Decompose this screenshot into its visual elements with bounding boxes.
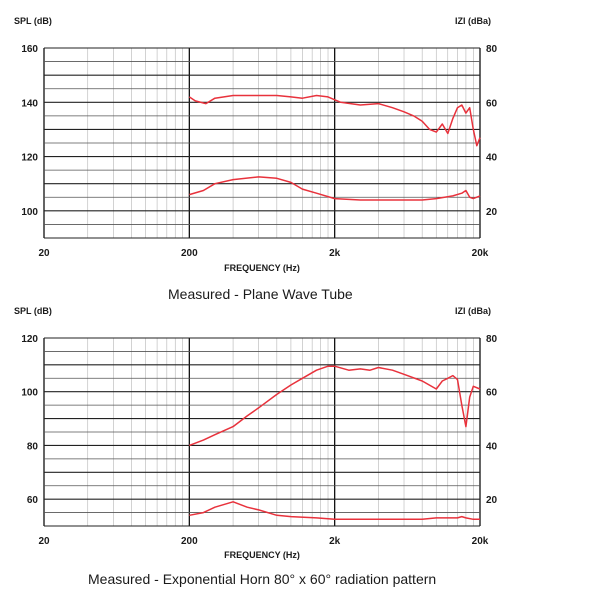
- x-tick-label: 20k: [472, 536, 489, 547]
- y-tick-label-right: 80: [486, 44, 498, 55]
- y-tick-label-left: 80: [27, 441, 39, 452]
- exponential-horn-chart: SPL (dB) IZI (dBa) 20 200 2k 20k 120 100 80 60…: [14, 306, 498, 587]
- plot-grid: [43, 337, 481, 527]
- x-tick-labels: 20 200 2k 20k: [38, 248, 488, 259]
- plot-grid: [43, 47, 481, 239]
- impedance-curve: [189, 501, 480, 521]
- y-tick-label-left: 60: [27, 495, 39, 506]
- x-tick-label: 20: [38, 536, 50, 547]
- y-tick-label-left: 100: [21, 388, 38, 399]
- x-tick-label: 20k: [472, 248, 489, 259]
- y-axis-left-title: SPL (dB): [14, 306, 52, 316]
- y-tick-labels-right: 80 60 40 20: [486, 44, 498, 218]
- y-tick-label-right: 40: [486, 153, 498, 164]
- y-tick-labels-left: 120 100 80 60: [21, 334, 38, 506]
- plane-wave-tube-chart: SPL (dB) IZI (dBa) 20 200 2k 20k 1601401201…: [14, 16, 498, 302]
- y-tick-label-left: 160: [21, 44, 38, 55]
- y-axis-right-title: IZI (dBa): [455, 306, 491, 316]
- x-tick-label: 2k: [329, 248, 341, 259]
- x-axis-title: FREQUENCY (Hz): [224, 550, 300, 560]
- y-tick-label-left: 120: [21, 334, 38, 345]
- y-tick-label-right: 20: [486, 495, 498, 506]
- y-tick-label-right: 20: [486, 207, 498, 218]
- impedance-curve: [189, 176, 481, 201]
- y-tick-label-left: 100: [21, 207, 38, 218]
- y-tick-label-left: 120: [21, 153, 38, 164]
- y-tick-label-right: 60: [486, 388, 498, 399]
- x-axis-title: FREQUENCY (Hz): [224, 263, 300, 273]
- x-tick-label: 2k: [329, 536, 341, 547]
- x-tick-label: 20: [38, 248, 50, 259]
- chart-caption: Measured - Plane Wave Tube: [168, 286, 353, 302]
- spl-curve: [189, 365, 481, 447]
- y-tick-labels-left: 160 140 120 100: [21, 44, 38, 218]
- y-tick-label-right: 60: [486, 98, 498, 109]
- x-tick-label: 200: [181, 536, 198, 547]
- y-axis-left-title: SPL (dB): [14, 16, 52, 26]
- x-tick-labels: 20 200 2k 20k: [38, 536, 488, 547]
- y-axis-right-title: IZI (dBa): [455, 16, 491, 26]
- y-tick-label-right: 40: [486, 441, 498, 452]
- y-tick-label-left: 140: [21, 98, 38, 109]
- chart-caption: Measured - Exponential Horn 80° x 60° ra…: [88, 571, 436, 587]
- y-tick-label-right: 80: [486, 334, 498, 345]
- spl-curve: [188, 94, 481, 147]
- response-curves: [189, 365, 481, 521]
- x-tick-label: 200: [181, 248, 198, 259]
- response-curves: [188, 94, 481, 201]
- y-tick-labels-right: 80 60 40 20: [486, 334, 498, 506]
